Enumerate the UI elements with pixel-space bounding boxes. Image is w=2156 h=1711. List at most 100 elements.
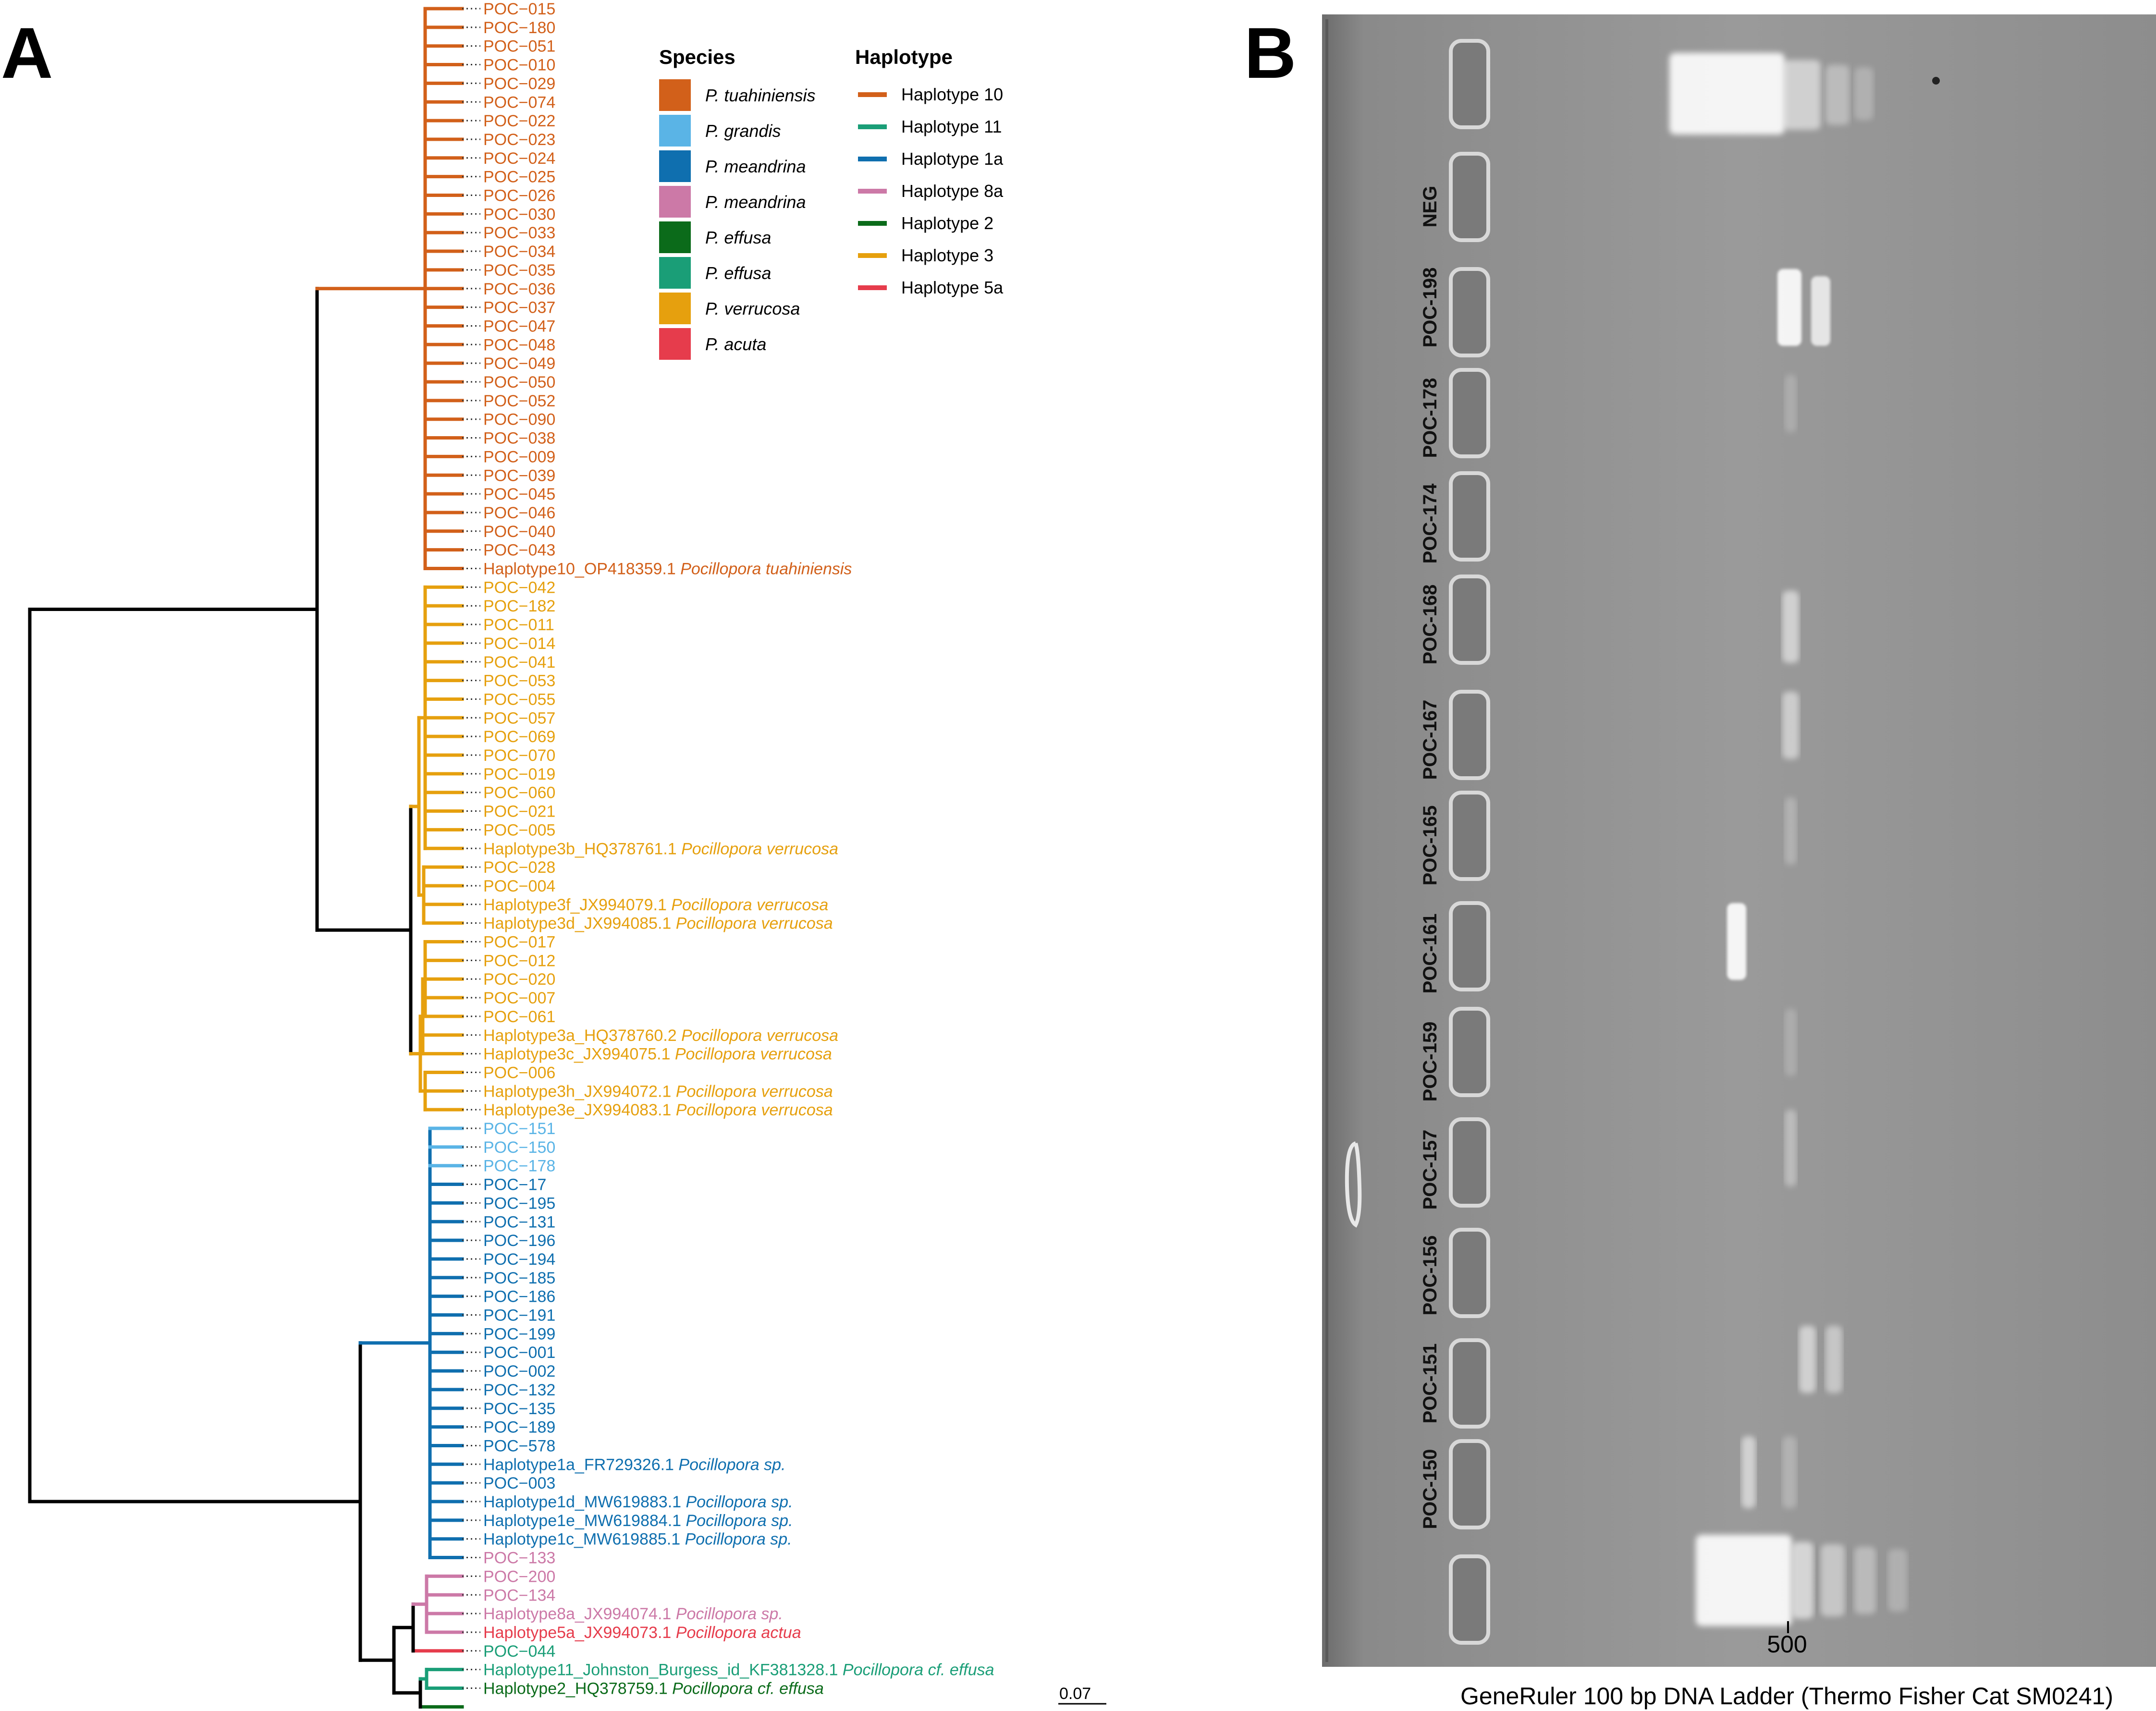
gel-band: [1825, 1326, 1842, 1393]
tip-label: POC−186: [483, 1288, 555, 1306]
tip-label: POC−199: [483, 1325, 555, 1343]
tip-label: Haplotype3c_JX994075.1 Pocillopora verru…: [483, 1045, 832, 1063]
gel-well: [1449, 1117, 1490, 1208]
legend-haplotype-title: Haplotype: [855, 46, 953, 68]
legend-species-swatch: [659, 257, 691, 289]
tip-label: POC−061: [483, 1008, 555, 1026]
legend-haplotype-label: Haplotype 10: [901, 85, 1003, 104]
gel-lane-label: POC-157: [1420, 1130, 1441, 1210]
gel-wells: [1449, 39, 1490, 1645]
legend-species-label: P. meandrina: [705, 192, 806, 212]
legend-species-label: P. tuahiniensis: [705, 86, 816, 105]
gel-band: [1782, 692, 1799, 759]
tip-label: POC−178: [483, 1157, 555, 1175]
tip-label: Haplotype3a_HQ378760.2 Pocillopora verru…: [483, 1027, 838, 1045]
gel-band: [1821, 1544, 1845, 1616]
legend-haplotype-label: Haplotype 3: [901, 245, 993, 265]
tip-label: Haplotype2_HQ378759.1 Pocillopora cf. ef…: [483, 1680, 824, 1698]
tip-label: POC−024: [483, 149, 555, 168]
legend-species-label: P. verrucosa: [705, 299, 800, 318]
gel-band: [1785, 1110, 1797, 1186]
tip-label: POC−578: [483, 1437, 555, 1455]
panel-b-letter: B: [1244, 12, 1296, 93]
gel-lane-label: POC-151: [1420, 1344, 1441, 1424]
gel-well: [1449, 1439, 1490, 1529]
tip-label: POC−131: [483, 1213, 555, 1231]
gel-band: [1782, 591, 1799, 663]
tip-label: POC−040: [483, 523, 555, 541]
tip-label: Haplotype8a_JX994074.1 Pocillopora sp.: [483, 1605, 783, 1623]
gel-well: [1449, 471, 1490, 562]
tip-label: POC−011: [483, 616, 554, 634]
tip-label: Haplotype3b_HQ378761.1 Pocillopora verru…: [483, 840, 838, 858]
tip-label: Haplotype10_OP418359.1 Pocillopora tuahi…: [483, 560, 852, 578]
tip-label: POC−195: [483, 1194, 555, 1212]
gel-lane-label: POC-174: [1420, 483, 1441, 563]
tip-label: POC−033: [483, 224, 555, 242]
gel-band: [1825, 65, 1850, 125]
gel-lane-label: POC-161: [1420, 914, 1441, 994]
legend-species-swatch: [659, 150, 691, 182]
tip-label: POC−074: [483, 93, 555, 111]
gel-lane-label: POC-178: [1420, 378, 1441, 458]
ladder-500-label: 500: [1767, 1631, 1807, 1658]
tip-label: POC−001: [483, 1344, 555, 1362]
gel-caption: GeneRuler 100 bp DNA Ladder (Thermo Fish…: [1460, 1683, 2113, 1710]
legend-species-title: Species: [659, 46, 735, 68]
tip-label: Haplotype3e_JX994083.1 Pocillopora verru…: [483, 1101, 833, 1119]
tip-label: POC−034: [483, 243, 555, 261]
tip-label: POC−132: [483, 1381, 555, 1399]
gel-bands: [1345, 53, 1940, 1626]
tip-label: POC−012: [483, 952, 555, 970]
tip-label: POC−007: [483, 989, 555, 1007]
tip-label: POC−035: [483, 261, 555, 280]
tip-label: POC−053: [483, 672, 555, 690]
scale-bar-label: 0.07: [1059, 1685, 1091, 1703]
tip-label: Haplotype11_Johnston_Burgess_id_KF381328…: [483, 1661, 994, 1679]
tip-label: POC−194: [483, 1250, 555, 1269]
tip-label: POC−021: [483, 803, 555, 821]
tip-label: POC−006: [483, 1063, 555, 1082]
gel-lane-labels: NEG POC-198 POC-178 POC-174 POC-168 POC-167 PO…: [1420, 186, 1441, 1529]
gel-artifact: [1345, 1141, 1362, 1228]
legend-species-label: P. effusa: [705, 263, 771, 283]
legend-species-swatch: [659, 328, 691, 360]
gel-lane-label: POC-165: [1420, 806, 1441, 886]
legend-species-list: P. tuahiniensis P. grandis P. meandrina P. …: [659, 79, 816, 360]
phylogenetic-tree-tips: POC−015POC−180POC−051POC−010POC−029POC−0…: [462, 0, 994, 1698]
legend-species-swatch: [659, 293, 691, 324]
tip-label: POC−036: [483, 280, 555, 298]
tip-label: POC−182: [483, 597, 555, 615]
gel-band: [1669, 53, 1785, 134]
gel-well: [1449, 368, 1490, 458]
tip-label: POC−015: [483, 0, 555, 18]
tip-label: POC−020: [483, 970, 555, 989]
gel-band: [1799, 1326, 1816, 1393]
legend-species-label: P. meandrina: [705, 157, 806, 176]
legend-haplotype-label: Haplotype 8a: [901, 181, 1004, 201]
tip-label: POC−050: [483, 373, 555, 391]
gel-speck: [1932, 77, 1940, 85]
tip-label: Haplotype3f_JX994079.1 Pocillopora verru…: [483, 896, 828, 914]
tip-label: POC−051: [483, 37, 555, 56]
tip-label: POC−17: [483, 1176, 546, 1194]
legend-species-swatch: [659, 186, 691, 218]
tip-label: POC−189: [483, 1418, 555, 1437]
gel-well: [1449, 690, 1490, 780]
legend-species-swatch: [659, 79, 691, 111]
tip-label: POC−200: [483, 1567, 555, 1586]
tip-label: POC−045: [483, 485, 555, 503]
tip-label: Haplotype1a_FR729326.1 Pocillopora sp.: [483, 1455, 785, 1474]
tip-label: POC−017: [483, 933, 555, 952]
tip-label: POC−023: [483, 131, 555, 149]
tip-label: POC−196: [483, 1232, 555, 1250]
tip-label: POC−135: [483, 1400, 555, 1418]
tip-label: POC−028: [483, 858, 555, 877]
tip-label: POC−049: [483, 354, 555, 373]
tip-label: POC−090: [483, 411, 555, 429]
gel-band: [1785, 375, 1797, 432]
tip-label: POC−037: [483, 299, 555, 317]
gel-well: [1449, 267, 1490, 357]
tip-label: POC−133: [483, 1549, 555, 1567]
